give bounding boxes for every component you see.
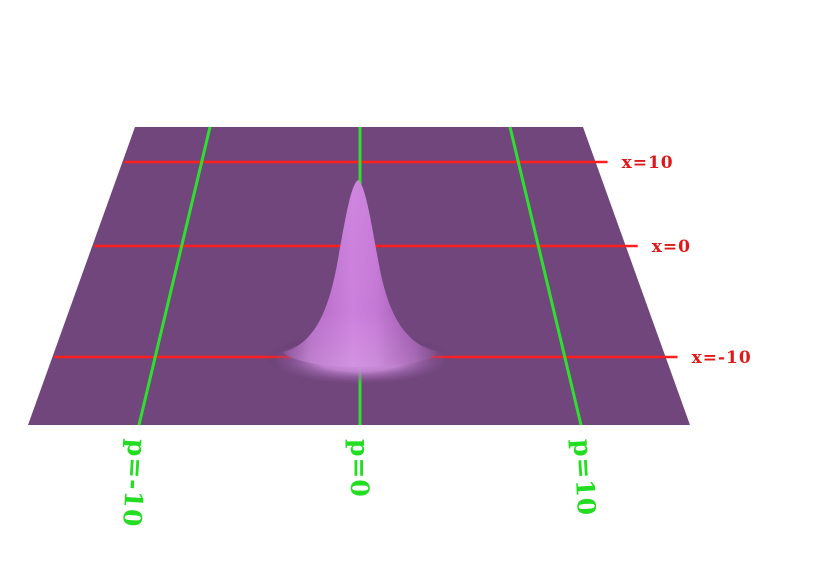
- p-label-0: p=-10: [117, 438, 151, 528]
- x-labels: x=10 x=0 x=-10: [622, 153, 752, 368]
- peak-highlight: [283, 180, 438, 367]
- p-label-2: p=10: [568, 438, 602, 517]
- p-gridline-2: [508, 126, 583, 426]
- x-label-0: x=10: [622, 153, 674, 173]
- svg-text:p=-10: p=-10: [117, 438, 151, 528]
- svg-text:p=0: p=0: [345, 439, 374, 498]
- x-label-1: x=0: [652, 237, 691, 257]
- x-label-2: x=-10: [692, 348, 752, 368]
- p-gridline-0: [137, 126, 212, 426]
- p-labels: p=-10 p=0 p=10: [117, 438, 601, 528]
- gaussian-peak: [258, 180, 458, 386]
- p-label-1: p=0: [345, 439, 374, 498]
- svg-text:p=10: p=10: [568, 438, 602, 517]
